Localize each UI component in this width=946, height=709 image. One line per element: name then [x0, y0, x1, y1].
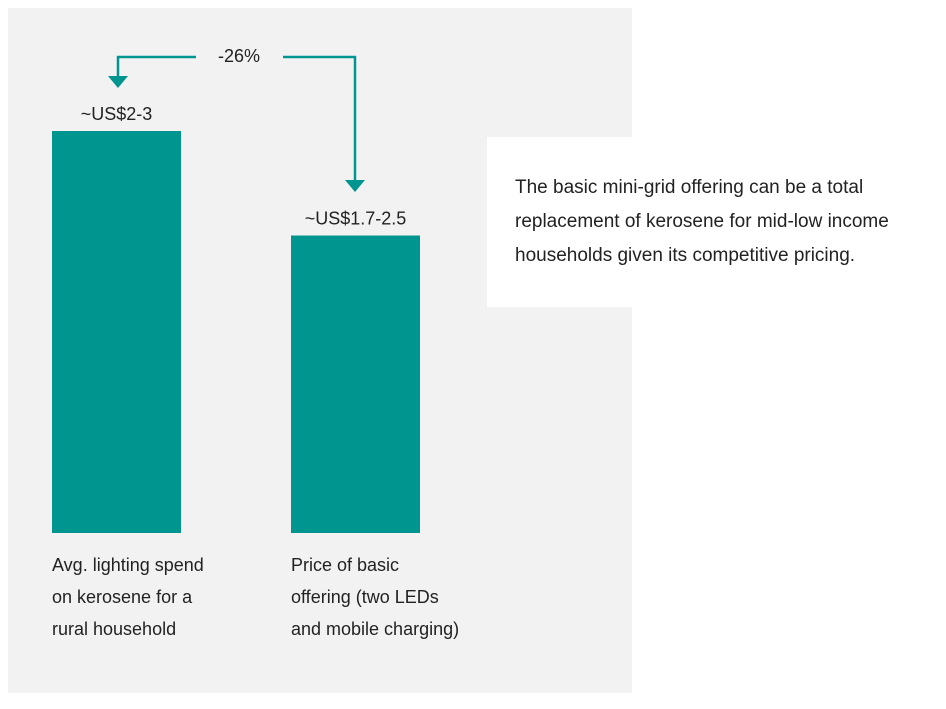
bar	[291, 235, 420, 533]
category-label: Price of basic offering (two LEDs and mo…	[291, 555, 460, 639]
arrow-head	[108, 76, 128, 88]
annotation: -26%	[218, 46, 260, 66]
arrow-head	[345, 180, 365, 192]
arrows	[116, 55, 357, 182]
category-label: Avg. lighting spend on kerosene for a ru…	[52, 555, 204, 639]
arrow-right	[283, 55, 357, 182]
arrow-left	[116, 55, 196, 78]
value-label: ~US$1.7-2.5	[305, 208, 407, 228]
note: The basic mini-grid offering can be a to…	[487, 137, 946, 307]
bar	[52, 131, 181, 533]
value-label: ~US$2-3	[81, 104, 153, 124]
